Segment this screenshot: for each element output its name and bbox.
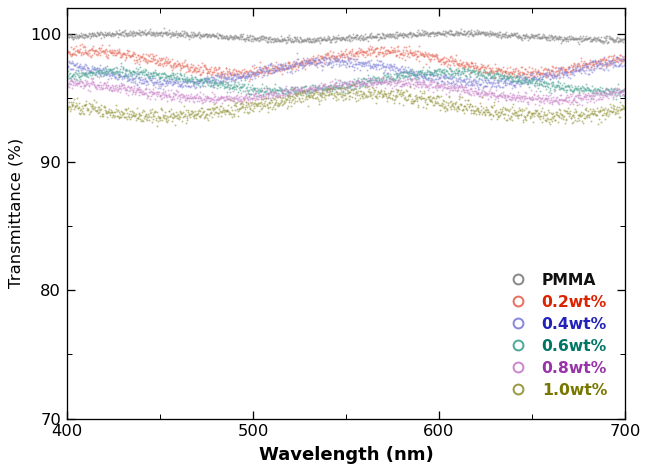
Legend: PMMA, 0.2wt%, 0.4wt%, 0.6wt%, 0.8wt%, 1.0wt%: PMMA, 0.2wt%, 0.4wt%, 0.6wt%, 0.8wt%, 1.… xyxy=(498,268,612,403)
Y-axis label: Transmittance (%): Transmittance (%) xyxy=(8,138,23,288)
X-axis label: Wavelength (nm): Wavelength (nm) xyxy=(258,446,434,464)
